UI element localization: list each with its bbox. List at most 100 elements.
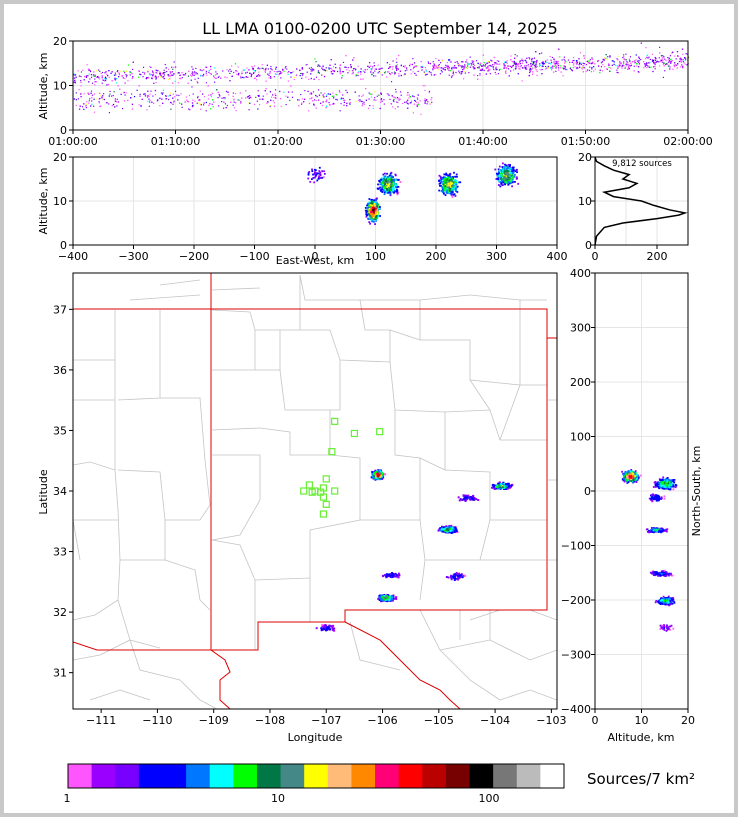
time-height-point bbox=[668, 61, 670, 63]
time-height-point bbox=[462, 68, 464, 71]
time-height-point bbox=[605, 53, 607, 56]
time-height-point bbox=[313, 69, 315, 71]
time-height-point bbox=[155, 81, 157, 84]
ew-altitude-point bbox=[381, 186, 384, 189]
ew-altitude-point bbox=[446, 178, 449, 181]
time-height-point bbox=[504, 65, 506, 67]
time-height-point bbox=[478, 67, 480, 69]
time-height-point bbox=[426, 103, 428, 105]
time-height-point bbox=[74, 74, 77, 76]
time-height-point bbox=[449, 60, 451, 62]
time-height-point bbox=[526, 65, 528, 67]
time-height-point bbox=[458, 64, 460, 66]
time-height-point bbox=[245, 97, 247, 99]
ew-altitude-point bbox=[385, 178, 388, 180]
time-height-point bbox=[287, 96, 289, 98]
time-height-point bbox=[330, 67, 332, 69]
time-height-point bbox=[404, 73, 406, 75]
time-height-point bbox=[573, 62, 575, 64]
time-height-point bbox=[416, 97, 418, 99]
time-height-point bbox=[648, 56, 650, 58]
time-height-point bbox=[252, 67, 254, 69]
time-height-point bbox=[645, 58, 647, 60]
time-height-point bbox=[429, 103, 431, 105]
time-height-point bbox=[88, 68, 90, 70]
ew-altitude-point bbox=[385, 176, 387, 179]
time-height-point bbox=[254, 103, 256, 105]
time-height-point bbox=[679, 66, 682, 68]
ew-altitude-point bbox=[449, 183, 452, 186]
ew-altitude-point bbox=[389, 181, 392, 183]
time-height-point bbox=[551, 65, 554, 67]
time-height-point bbox=[625, 59, 627, 61]
time-height-point bbox=[609, 70, 611, 72]
time-height-point bbox=[138, 85, 140, 87]
time-height-point bbox=[248, 102, 250, 104]
time-height-point bbox=[310, 68, 312, 71]
time-height-point bbox=[275, 66, 277, 68]
time-height-point bbox=[417, 103, 419, 106]
time-height-point bbox=[78, 75, 81, 77]
time-height-point bbox=[462, 78, 465, 80]
time-height-point bbox=[196, 102, 198, 104]
time-height-point bbox=[395, 67, 397, 69]
ew-altitude-point bbox=[375, 219, 377, 222]
time-height-point bbox=[579, 61, 581, 63]
lma-station-marker bbox=[350, 429, 358, 438]
time-height-point bbox=[91, 97, 93, 99]
time-height-point bbox=[565, 66, 567, 69]
time-height-point bbox=[513, 60, 515, 63]
time-height-point bbox=[682, 59, 684, 61]
time-height-point bbox=[349, 102, 351, 104]
time-height-point bbox=[395, 65, 397, 67]
time-height-point bbox=[406, 69, 408, 71]
time-height-point bbox=[140, 105, 142, 107]
ew-altitude-point bbox=[321, 176, 324, 179]
plan-view-point bbox=[371, 473, 374, 476]
time-height-point bbox=[376, 95, 378, 97]
time-height-point bbox=[286, 68, 288, 70]
time-height-point bbox=[659, 46, 661, 48]
time-height-point bbox=[658, 61, 660, 63]
time-height-point bbox=[232, 104, 234, 106]
plan-view-point bbox=[374, 471, 377, 474]
ew-altitude-point bbox=[446, 183, 448, 185]
time-height-point bbox=[357, 99, 359, 101]
time-height-point bbox=[301, 102, 303, 104]
time-height-point bbox=[215, 71, 217, 73]
time-height-point bbox=[314, 58, 316, 60]
time-height-point bbox=[579, 66, 581, 68]
time-height-point bbox=[524, 59, 526, 62]
plan-view-point bbox=[500, 486, 503, 489]
ew-altitude-point bbox=[389, 172, 392, 175]
plan-view-point bbox=[375, 472, 378, 475]
time-height-point bbox=[330, 72, 333, 75]
ew-altitude-point bbox=[394, 183, 397, 186]
time-height-point bbox=[290, 76, 292, 78]
time-height-point bbox=[681, 64, 683, 66]
time-height-point bbox=[284, 67, 286, 69]
time-height-point bbox=[149, 101, 151, 103]
ew-altitude-point bbox=[512, 171, 515, 174]
time-height-point bbox=[487, 66, 489, 68]
time-height-point bbox=[424, 102, 426, 104]
time-height-point bbox=[164, 63, 166, 66]
ew-altitude-point bbox=[515, 177, 518, 180]
time-height-point bbox=[174, 90, 177, 92]
time-height-point bbox=[124, 82, 126, 84]
time-height-point bbox=[189, 109, 191, 111]
time-height-point bbox=[325, 107, 327, 109]
time-height-point bbox=[521, 59, 523, 62]
time-height-point bbox=[82, 69, 84, 72]
time-height-point bbox=[230, 101, 232, 103]
time-height-point bbox=[119, 88, 121, 90]
time-height-point bbox=[536, 65, 538, 68]
time-height-point bbox=[655, 61, 657, 63]
ew-altitude-point bbox=[502, 169, 505, 172]
time-height-point bbox=[667, 62, 669, 64]
time-height-point bbox=[558, 48, 560, 50]
plan-view-point bbox=[492, 485, 495, 488]
time-height-point bbox=[395, 58, 398, 60]
time-height-point bbox=[290, 85, 292, 87]
ew-altitude-point bbox=[322, 176, 325, 178]
